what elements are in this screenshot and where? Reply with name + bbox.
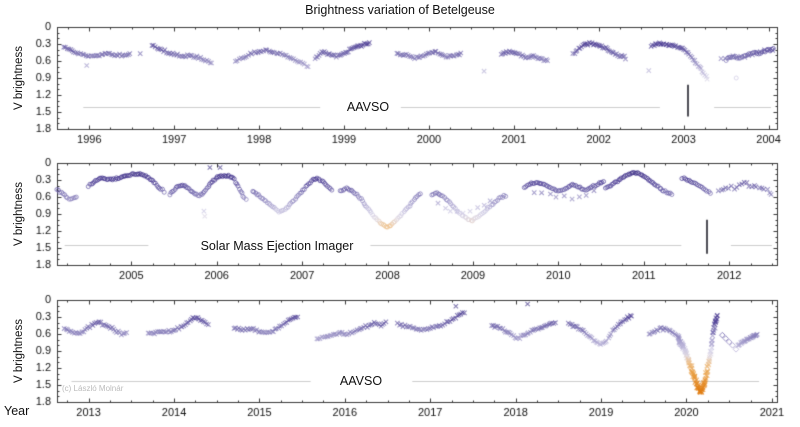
y-axis-label-panel-2: V brightness [13,182,25,246]
x-axis-label: Year [4,404,30,418]
chart-title: Brightness variation of Betelgeuse [305,3,495,17]
y-axis-label-panel-3: V brightness [13,319,25,383]
copyright-watermark: (c) László Molnár [62,384,124,393]
panel-1-source-label: AAVSO [346,100,390,114]
panel-2-source-label: Solar Mass Ejection Imager [200,239,354,253]
panel-3-source-label: AAVSO [339,374,383,388]
y-axis-label-panel-1: V brightness [13,46,25,110]
